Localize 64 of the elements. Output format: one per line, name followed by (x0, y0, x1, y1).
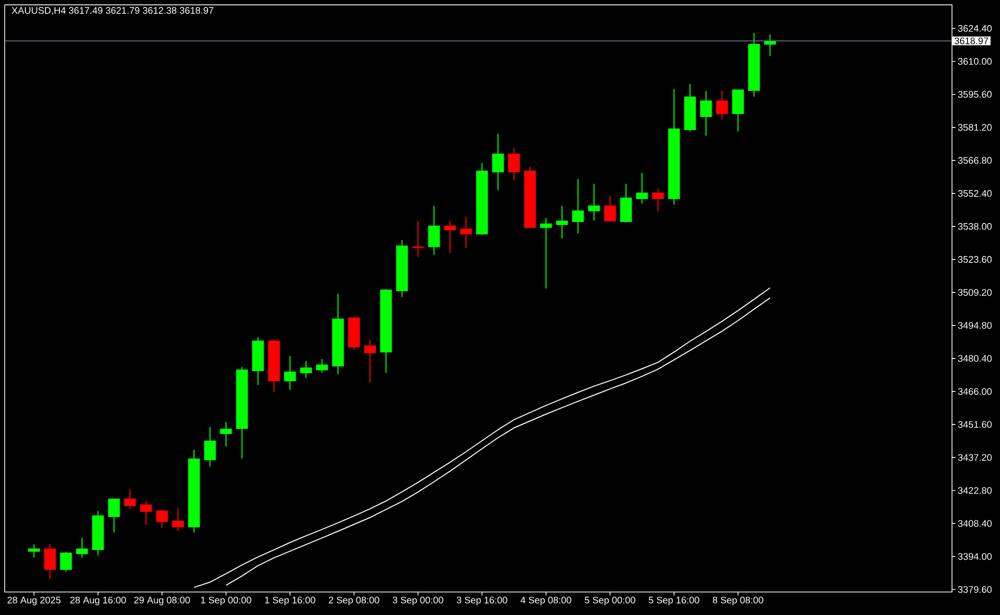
candlestick (636, 172, 648, 204)
candlestick (28, 544, 40, 558)
x-tick-label: 3 Sep 00:00 (392, 596, 444, 606)
ref-line-label: 3618.97 (954, 37, 988, 44)
y-tick-label: 3566.80 (958, 157, 992, 164)
candlestick (620, 183, 632, 224)
y-tick-label: 3538.00 (958, 223, 992, 230)
candlestick (364, 339, 376, 384)
y-tick-label: 3466.00 (958, 388, 992, 395)
candlestick (732, 89, 744, 132)
x-tick-label: 29 Aug 08:00 (134, 596, 190, 606)
candlestick (300, 360, 312, 378)
y-tick-label: 3451.60 (958, 421, 992, 428)
y-tick-label: 3408.40 (958, 520, 992, 527)
candlestick (492, 133, 504, 190)
y-tick-label: 3422.80 (958, 487, 992, 494)
candlestick (556, 205, 568, 240)
x-tick-label: 4 Sep 08:00 (520, 596, 572, 606)
candlestick (124, 488, 136, 510)
y-tick-label: 3509.20 (958, 289, 992, 296)
candlestick (44, 543, 56, 580)
candlestick (716, 90, 728, 120)
candlestick (172, 507, 184, 532)
candlestick (76, 537, 88, 558)
candlestick (284, 355, 296, 390)
candlestick (460, 216, 472, 248)
candlestick (652, 188, 664, 212)
candlestick (204, 426, 216, 468)
x-tick-label: 5 Sep 00:00 (584, 596, 636, 606)
x-tick-label: 2 Sep 08:00 (328, 596, 380, 606)
candlestick (572, 178, 584, 234)
candlestick (588, 183, 600, 222)
y-tick-label: 3437.20 (958, 454, 992, 461)
chart-title: XAUUSD,H4 3617.49 3621.79 3612.38 3618.97 (12, 7, 214, 15)
candlestick (60, 551, 72, 572)
candlestick (604, 195, 616, 222)
candlestick (412, 220, 424, 258)
candlestick (428, 205, 440, 256)
y-tick-label: 3610.00 (958, 58, 992, 65)
y-tick-label: 3595.60 (958, 91, 992, 98)
candlestick (108, 498, 120, 534)
y-tick-label: 3494.80 (958, 322, 992, 329)
y-tick-label: 3523.60 (958, 256, 992, 263)
x-tick-label: 1 Sep 16:00 (265, 596, 316, 606)
candlestick (540, 217, 552, 290)
x-tick-label: 1 Sep 00:00 (201, 596, 252, 606)
y-tick-label: 3480.40 (958, 355, 992, 362)
y-tick-label: 3379.60 (958, 586, 992, 593)
y-tick-label: 3624.40 (958, 25, 992, 32)
y-tick-label: 3581.20 (958, 124, 992, 131)
x-tick-label: 5 Sep 16:00 (648, 596, 700, 606)
x-tick-label: 28 Aug 2025 (8, 596, 61, 606)
candlestick (508, 147, 520, 180)
candlestick (220, 421, 232, 448)
x-tick-label: 3 Sep 16:00 (456, 596, 508, 606)
y-tick-label: 3552.40 (958, 190, 992, 197)
candlestick (444, 220, 456, 254)
candlestick (700, 90, 712, 136)
candlestick (316, 358, 328, 374)
x-tick-label: 28 Aug 16:00 (70, 596, 126, 606)
x-tick-label: 8 Sep 08:00 (712, 596, 764, 606)
candlestick (140, 500, 152, 526)
y-tick-label: 3394.00 (958, 553, 992, 560)
candlestick (156, 509, 168, 529)
